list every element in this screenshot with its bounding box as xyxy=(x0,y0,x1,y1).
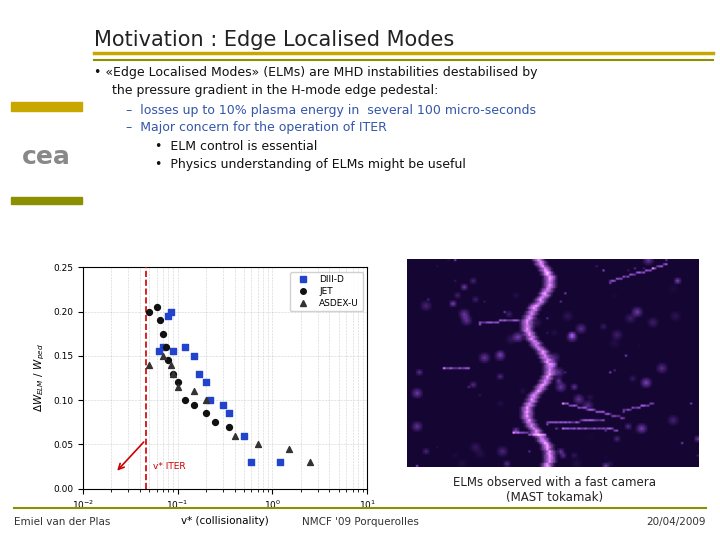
Text: 20/04/2009: 20/04/2009 xyxy=(646,517,706,528)
Text: Emiel van der Plas: Emiel van der Plas xyxy=(14,517,111,528)
Text: ELMs observed with a fast camera: ELMs observed with a fast camera xyxy=(453,476,656,489)
JET xyxy=(150,303,162,312)
Text: the pressure gradient in the H-mode edge pedestal:: the pressure gradient in the H-mode edge… xyxy=(112,84,438,97)
DIII-D xyxy=(246,458,257,467)
DIII-D xyxy=(274,458,286,467)
JET xyxy=(172,378,184,387)
DIII-D xyxy=(223,409,235,418)
DIII-D xyxy=(200,378,212,387)
Text: –  losses up to 10% plasma energy in  several 100 micro-seconds: – losses up to 10% plasma energy in seve… xyxy=(126,104,536,117)
DIII-D xyxy=(238,431,250,440)
Legend: DIII-D, JET, ASDEX-U: DIII-D, JET, ASDEX-U xyxy=(290,272,363,312)
Text: •  ELM control is essential: • ELM control is essential xyxy=(155,140,318,153)
Text: v* ITER: v* ITER xyxy=(153,462,186,471)
ASDEX-U xyxy=(284,444,295,453)
JET xyxy=(168,369,179,378)
DIII-D xyxy=(153,347,164,356)
DIII-D xyxy=(168,347,179,356)
JET xyxy=(189,400,200,409)
Bar xyxy=(12,102,82,111)
Text: •  Physics understanding of ELMs might be useful: • Physics understanding of ELMs might be… xyxy=(155,158,466,171)
Text: (MAST tokamak): (MAST tokamak) xyxy=(506,491,603,504)
ASDEX-U xyxy=(157,352,168,360)
JET xyxy=(154,316,166,325)
Text: Motivation : Edge Localised Modes: Motivation : Edge Localised Modes xyxy=(94,30,454,50)
ASDEX-U xyxy=(189,387,200,396)
DIII-D xyxy=(194,369,205,378)
DIII-D xyxy=(179,343,191,352)
ASDEX-U xyxy=(172,382,184,391)
JET xyxy=(223,422,235,431)
DIII-D xyxy=(217,400,228,409)
JET xyxy=(157,329,168,338)
Bar xyxy=(12,197,82,204)
Y-axis label: $\Delta W_{ELM}\ /\ W_{ped}$: $\Delta W_{ELM}\ /\ W_{ped}$ xyxy=(33,343,48,413)
Text: • «Edge Localised Modes» (ELMs) are MHD instabilities destabilised by: • «Edge Localised Modes» (ELMs) are MHD … xyxy=(94,66,537,79)
ASDEX-U xyxy=(252,440,264,449)
Text: NMCF '09 Porquerolles: NMCF '09 Porquerolles xyxy=(302,517,418,528)
DIII-D xyxy=(204,396,216,404)
ASDEX-U xyxy=(305,458,316,467)
JET xyxy=(143,307,155,316)
JET xyxy=(210,418,221,427)
JET xyxy=(160,343,171,352)
Text: cea: cea xyxy=(22,145,71,168)
ASDEX-U xyxy=(200,396,212,404)
DIII-D xyxy=(157,343,168,352)
DIII-D xyxy=(163,312,174,320)
DIII-D xyxy=(189,352,200,360)
ASDEX-U xyxy=(165,360,176,369)
ASDEX-U xyxy=(229,431,240,440)
JET xyxy=(200,409,212,418)
X-axis label: v* (collisionality): v* (collisionality) xyxy=(181,516,269,526)
DIII-D xyxy=(165,307,176,316)
JET xyxy=(179,396,191,404)
ASDEX-U xyxy=(168,369,179,378)
Text: –  Major concern for the operation of ITER: – Major concern for the operation of ITE… xyxy=(126,122,387,134)
ASDEX-U xyxy=(143,360,155,369)
JET xyxy=(163,356,174,364)
